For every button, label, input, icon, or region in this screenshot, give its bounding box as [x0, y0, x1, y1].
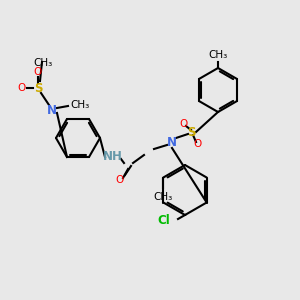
Text: CH₃: CH₃	[70, 100, 89, 110]
Text: S: S	[187, 125, 195, 139]
Text: Cl: Cl	[157, 214, 170, 226]
Text: NH: NH	[103, 151, 123, 164]
Text: N: N	[167, 136, 177, 148]
Text: O: O	[18, 83, 26, 93]
Text: CH₃: CH₃	[208, 50, 228, 60]
Text: N: N	[47, 103, 57, 116]
Text: CH₃: CH₃	[154, 191, 173, 202]
Text: CH₃: CH₃	[33, 58, 52, 68]
Text: O: O	[180, 119, 188, 129]
Text: O: O	[194, 139, 202, 149]
Text: O: O	[34, 67, 42, 77]
Text: S: S	[34, 82, 42, 94]
Text: O: O	[116, 175, 124, 185]
